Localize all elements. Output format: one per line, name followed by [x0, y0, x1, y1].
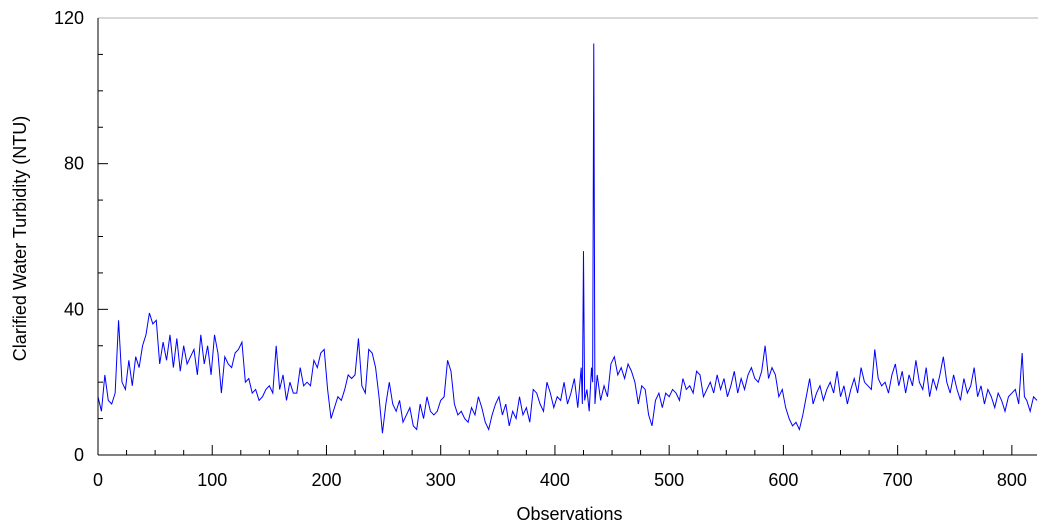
y-axis-title: Clarified Water Turbidity (NTU)	[10, 116, 30, 361]
series-layer	[97, 43, 1038, 434]
y-tick-label: 80	[64, 154, 84, 174]
x-tick-label: 700	[883, 470, 913, 490]
x-tick-label: 500	[654, 470, 684, 490]
y-tick-label: 40	[64, 299, 84, 319]
x-tick-label: 800	[997, 470, 1027, 490]
x-tick-label: 200	[311, 470, 341, 490]
series-line-0	[97, 43, 1038, 434]
x-axis-title: Observations	[516, 504, 622, 524]
x-tick-label: 400	[540, 470, 570, 490]
y-axis-ticks: 0 40 80 120	[54, 8, 108, 465]
x-axis-ticks: 0 100 200 300 400 500 600 700 800	[93, 445, 1027, 490]
x-tick-label: 300	[426, 470, 456, 490]
x-tick-label: 600	[768, 470, 798, 490]
x-tick-label: 100	[197, 470, 227, 490]
y-tick-label: 0	[74, 445, 84, 465]
y-tick-label: 120	[54, 8, 84, 28]
x-tick-label: 0	[93, 470, 103, 490]
